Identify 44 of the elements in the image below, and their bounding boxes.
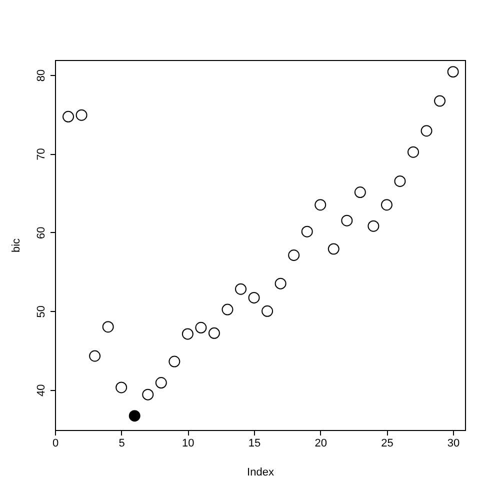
point: [434, 95, 446, 107]
x-tick-label: 30: [447, 438, 460, 450]
point: [394, 176, 406, 187]
point: [368, 220, 380, 232]
point: [288, 250, 300, 261]
point: [274, 278, 286, 290]
x-tick-label: 20: [314, 438, 327, 450]
x-tick-label: 15: [248, 438, 261, 450]
point: [168, 356, 180, 368]
x-tick-label: 0: [52, 438, 59, 450]
y-tick-label: 40: [36, 384, 48, 396]
point: [142, 388, 154, 400]
point: [262, 305, 274, 317]
y-axis-title: bic: [10, 238, 22, 253]
point: [76, 109, 88, 121]
y-tick-label: 50: [36, 306, 48, 318]
point: [408, 146, 419, 158]
point: [195, 322, 207, 334]
point: [116, 382, 128, 394]
y-tick-label: 80: [36, 69, 48, 82]
x-tick-label: 10: [182, 438, 194, 450]
point: [354, 186, 366, 198]
point: [222, 304, 234, 316]
point: [380, 199, 392, 211]
point: [248, 292, 260, 304]
x-axis-title: Index: [247, 466, 274, 478]
point: [301, 226, 313, 238]
y-tick-label: 60: [36, 226, 48, 240]
point: [420, 125, 432, 137]
x-tick-label: 5: [118, 438, 125, 450]
point: [328, 243, 340, 255]
point: [182, 328, 194, 340]
y-tick-label: 70: [36, 148, 48, 160]
point: [314, 199, 326, 211]
point: [62, 110, 74, 122]
point: [208, 327, 220, 339]
point: [235, 283, 247, 295]
point: [128, 410, 140, 422]
point: [89, 350, 101, 362]
point: [447, 66, 459, 78]
point: [341, 214, 353, 226]
x-tick-label: 25: [381, 438, 394, 450]
point: [102, 321, 114, 333]
point: [155, 377, 167, 388]
